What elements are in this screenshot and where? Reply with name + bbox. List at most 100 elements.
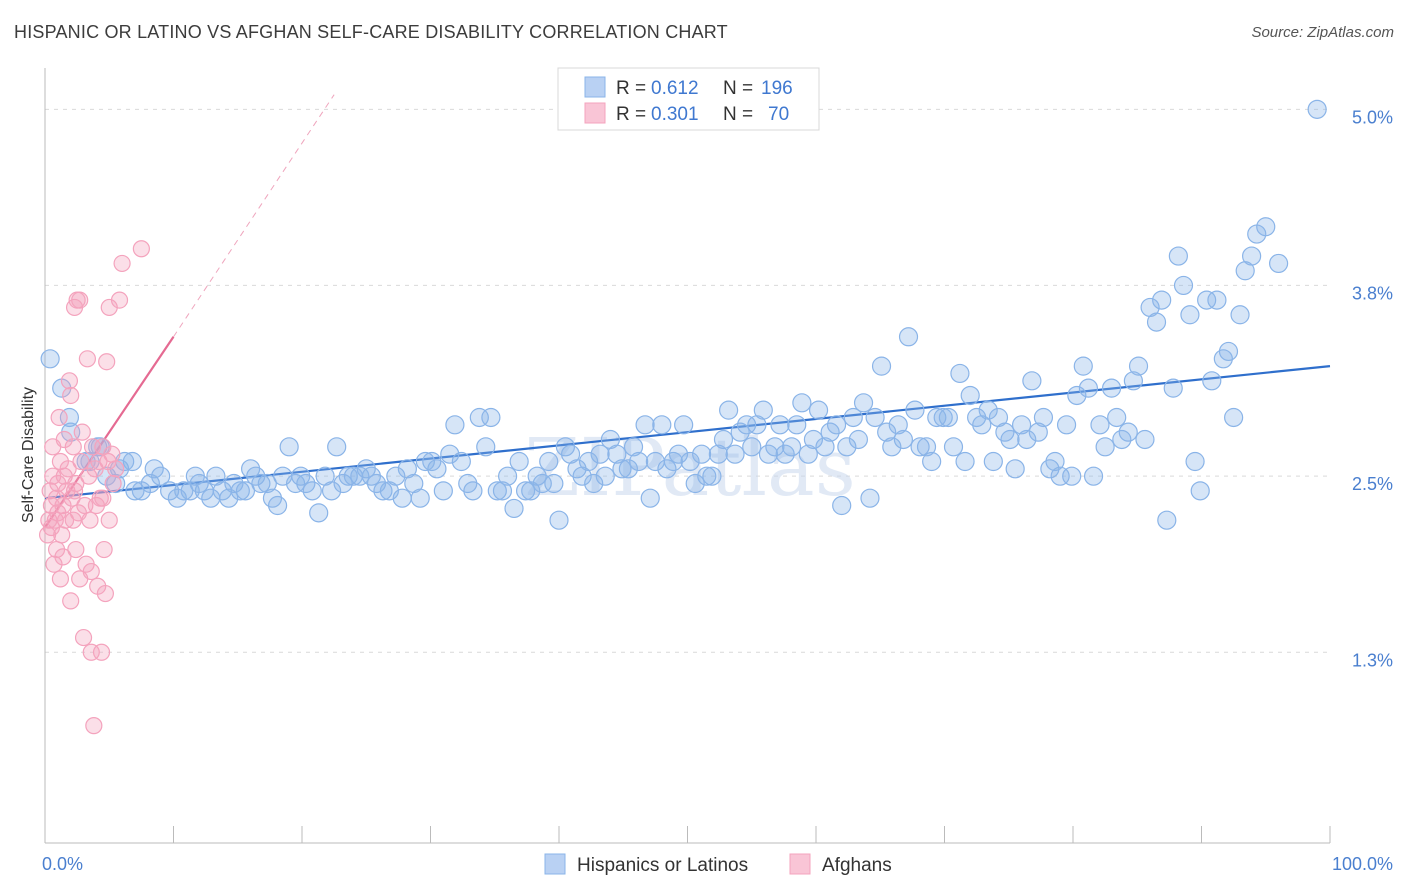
point-s0-212 (1307, 99, 1327, 119)
point-s0-201 (1202, 371, 1222, 391)
point-s0-98 (623, 437, 644, 457)
axes (44, 68, 1331, 844)
point-s1-52 (94, 489, 112, 507)
point-s0-34 (251, 473, 271, 494)
point-s0-147 (898, 327, 919, 347)
point-s1-38 (78, 350, 97, 368)
point-s0-206 (1230, 305, 1250, 325)
point-s0-126 (781, 437, 802, 457)
point-s0-95 (607, 444, 627, 464)
legend-label-afghans: Afghans (822, 855, 892, 876)
trend-lines (44, 94, 1331, 529)
point-s0-153 (933, 407, 953, 428)
point-s0-73 (481, 407, 501, 428)
point-s1-60 (104, 474, 122, 493)
stats-r-label-2: R = (616, 104, 646, 125)
point-s0-132 (815, 437, 835, 457)
series-1 (38, 240, 150, 735)
point-s0-106 (668, 444, 689, 464)
point-s0-65 (433, 481, 453, 501)
point-s0-13 (125, 481, 145, 501)
point-s0-47 (327, 437, 347, 457)
point-s1-27 (67, 540, 85, 559)
point-s0-107 (674, 415, 694, 435)
point-s0-2 (59, 407, 80, 428)
point-s0-180 (1083, 466, 1104, 486)
point-s1-20 (60, 372, 79, 390)
point-s0-173 (1045, 451, 1065, 472)
point-s0-177 (1067, 385, 1087, 406)
trend-line-0 (44, 365, 1331, 500)
point-s0-68 (451, 451, 471, 472)
point-s0-129 (798, 444, 818, 464)
point-s1-44 (85, 717, 103, 735)
point-s0-194 (1163, 378, 1183, 398)
point-s0-143 (877, 422, 897, 442)
point-s0-133 (820, 422, 840, 442)
point-s0-135 (832, 495, 852, 516)
x-tick-label-0: 0.0% (42, 854, 83, 874)
stats-r-label-1: R = (616, 78, 646, 99)
point-s1-68 (132, 240, 150, 258)
point-s1-12 (51, 570, 70, 588)
point-s1-58 (100, 511, 118, 529)
point-s0-188 (1128, 356, 1149, 376)
stats-legend: R = 0.612 N = 196 R = 0.301 N = 70 (557, 67, 820, 131)
point-s0-49 (338, 466, 358, 486)
point-s0-200 (1197, 290, 1217, 310)
point-s0-101 (640, 488, 660, 508)
point-s0-166 (1005, 459, 1025, 479)
point-s0-142 (871, 356, 892, 376)
y-axis-title: Self-Care Disability (20, 387, 37, 523)
point-s0-104 (657, 459, 677, 479)
point-s0-116 (725, 444, 745, 464)
chart-title: HISPANIC OR LATINO VS AFGHAN SELF-CARE D… (14, 22, 728, 42)
point-s0-183 (1101, 378, 1122, 398)
point-s0-175 (1056, 415, 1077, 435)
point-s0-35 (257, 473, 277, 494)
y-tick-labels: 1.3% 2.5% 3.8% 5.0% (1352, 107, 1393, 670)
point-s0-66 (440, 444, 460, 464)
point-s1-50 (92, 643, 111, 661)
point-s1-67 (65, 482, 84, 500)
point-s0-97 (618, 459, 638, 479)
point-s0-176 (1062, 466, 1082, 486)
point-s0-157 (955, 451, 975, 472)
legend-swatch-hispanics (544, 853, 566, 875)
point-s0-124 (770, 415, 790, 435)
point-s0-127 (787, 415, 807, 435)
point-s1-33 (72, 452, 90, 471)
point-s1-63 (113, 254, 131, 273)
point-s1-34 (73, 423, 91, 441)
point-s0-174 (1050, 466, 1070, 486)
series-legend: Hispanics or Latinos Afghans (544, 853, 892, 876)
point-s0-67 (445, 415, 465, 435)
point-s1-42 (82, 562, 100, 581)
point-s0-108 (680, 451, 700, 472)
point-s0-149 (910, 437, 930, 457)
stats-n-value-1: 196 (761, 78, 793, 99)
point-s0-43 (302, 481, 322, 501)
point-s0-103 (652, 415, 672, 435)
point-s1-35 (74, 628, 93, 647)
point-s0-187 (1123, 371, 1143, 391)
point-s0-139 (853, 393, 874, 413)
point-s0-57 (386, 466, 406, 486)
point-s0-99 (629, 451, 649, 472)
point-s0-131 (808, 400, 829, 420)
point-s0-62 (415, 451, 435, 472)
point-s0-46 (321, 481, 342, 501)
point-s0-75 (492, 481, 513, 501)
point-s1-54 (96, 584, 114, 603)
point-s0-93 (595, 466, 615, 486)
point-s0-15 (140, 473, 160, 494)
point-s0-121 (753, 400, 773, 420)
point-s0-91 (584, 473, 604, 494)
point-s0-71 (469, 407, 489, 428)
point-s0-78 (509, 451, 529, 472)
point-s0-148 (905, 400, 925, 420)
point-s0-31 (235, 481, 256, 501)
point-s0-12 (122, 451, 142, 472)
point-s0-117 (730, 422, 750, 442)
point-s0-197 (1180, 305, 1200, 325)
